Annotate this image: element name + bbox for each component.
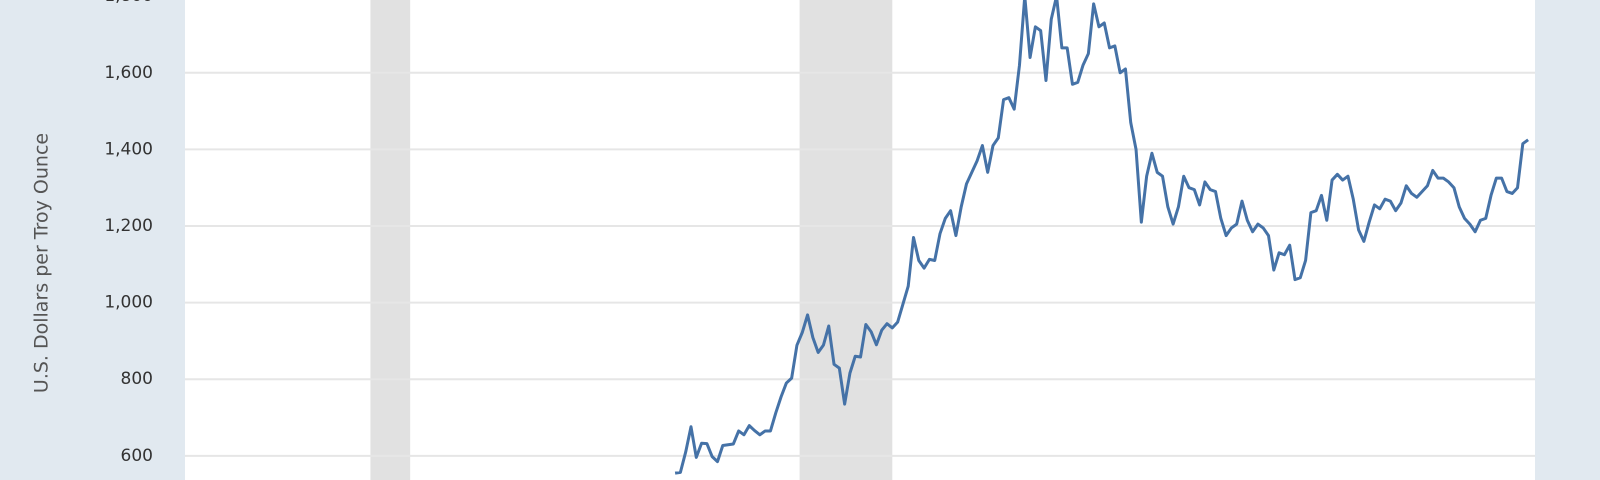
- y-axis-label: U.S. Dollars per Troy Ounce: [31, 133, 53, 393]
- y-tick-label: 1,800: [104, 0, 153, 6]
- plot-layer: 600 800 1,000 1,200 1,400 1,600 1,800: [104, 0, 1535, 480]
- y-tick-label: 1,600: [104, 63, 153, 83]
- price-line: [674, 0, 1529, 475]
- y-tick-label: 1,000: [104, 293, 153, 313]
- y-tick-label: 800: [121, 369, 153, 389]
- y-tick-label: 1,400: [104, 139, 153, 159]
- recession-shade: [370, 0, 411, 480]
- y-tick-label: 1,200: [104, 216, 153, 236]
- y-tick-label: 600: [121, 446, 153, 466]
